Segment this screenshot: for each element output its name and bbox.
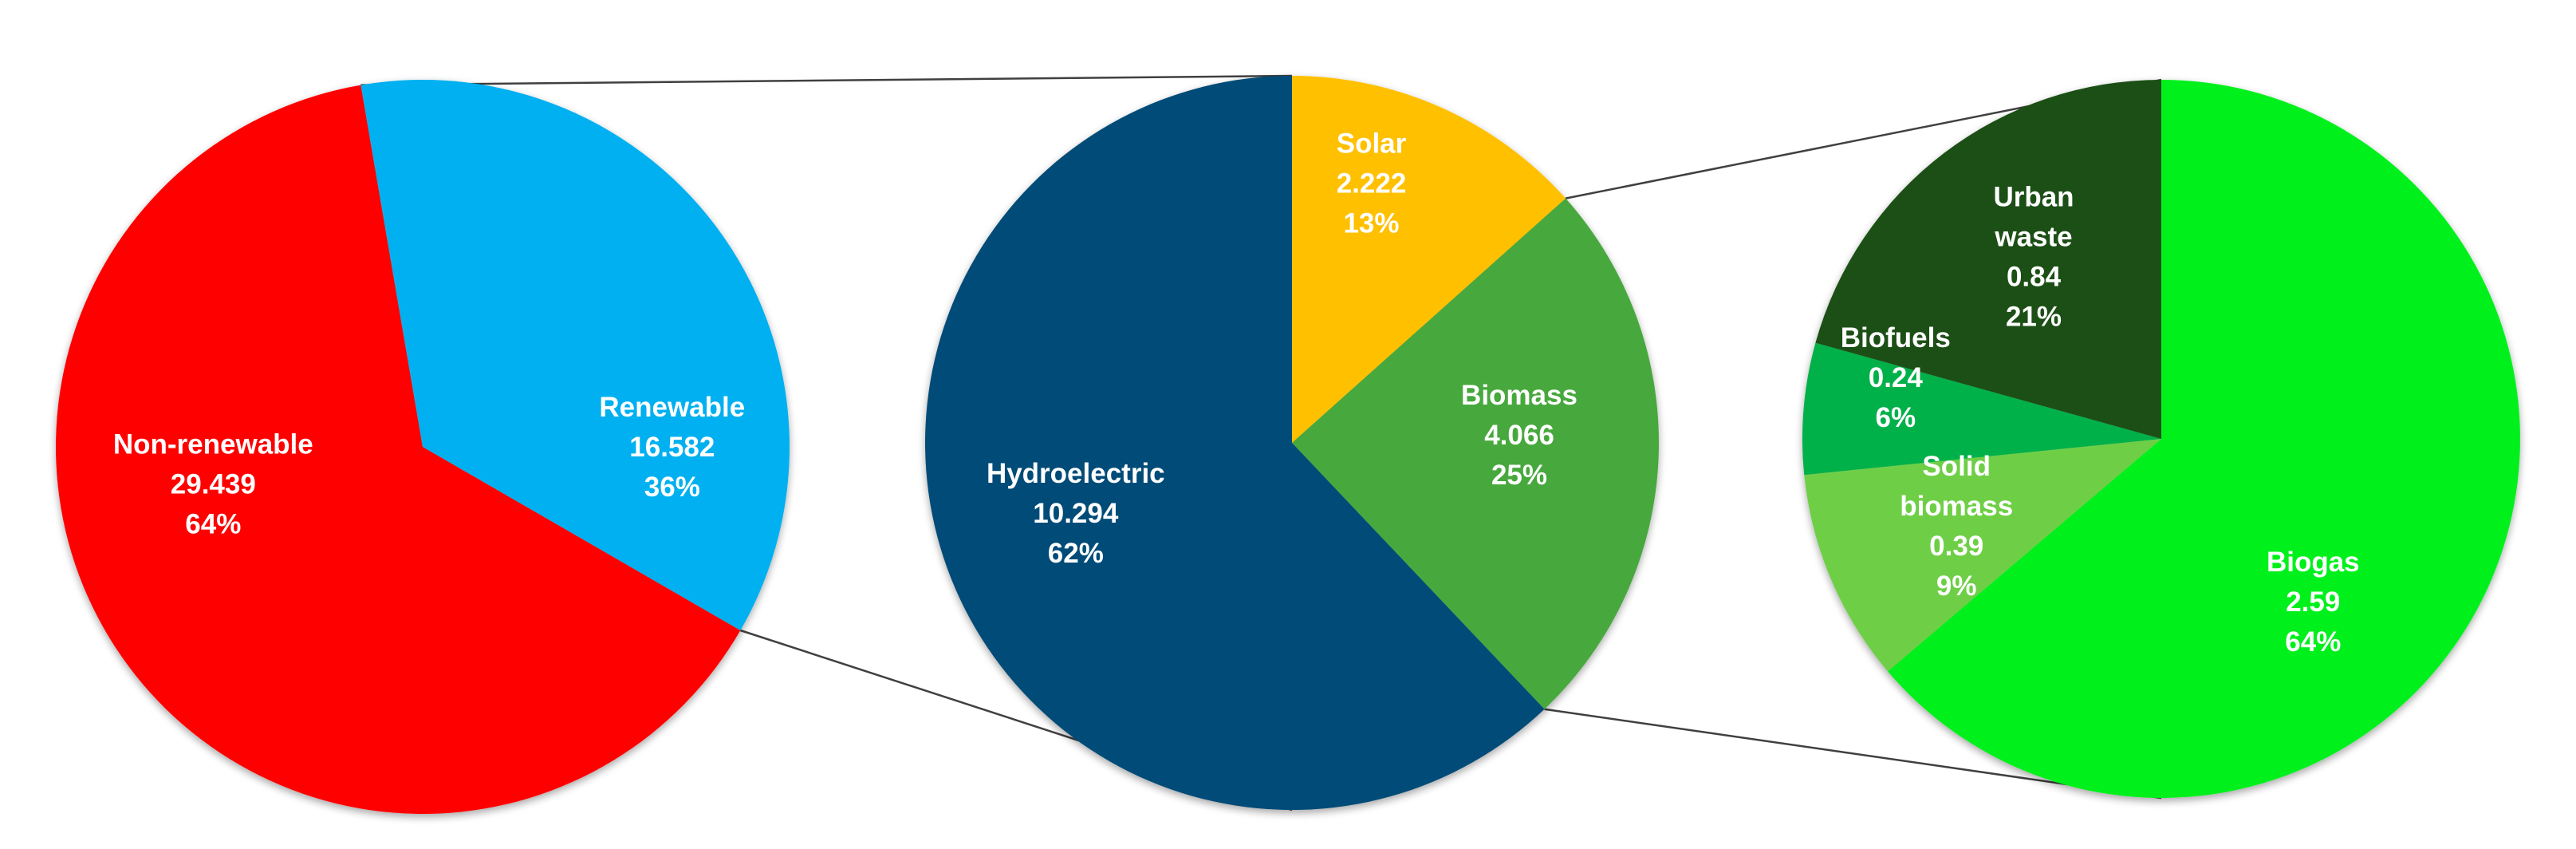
label-value: 29.439: [171, 468, 256, 500]
slice-label-biomass: Biomass 4.066 25%: [1461, 380, 1578, 491]
slice-label-biofuels: Biofuels 0.24 6%: [1841, 322, 1951, 433]
slice-label-hydroelectric: Hydroelectric 10.294 62%: [987, 458, 1165, 569]
label-value: 4.066: [1484, 420, 1554, 451]
slice-labels: Non-renewable 29.439 64% Renewable 16.582 36%…: [113, 128, 2360, 658]
connector-line-bottom-2: [1544, 708, 2162, 800]
label-percent: 25%: [1491, 460, 1547, 491]
slice-label-biogas: Biogas 2.59 64%: [2267, 547, 2360, 657]
label-value: 0.39: [1929, 531, 1983, 562]
label-value: 2.59: [2286, 586, 2340, 618]
label-percent: 36%: [644, 472, 700, 503]
label-name: Hydroelectric: [987, 458, 1165, 489]
label-name: Solid: [1922, 451, 1991, 482]
label-percent: 62%: [1048, 538, 1104, 569]
slice-label-solid-biomass: Solid biomass 0.39 9%: [1900, 451, 2013, 602]
label-name: Biomass: [1461, 380, 1578, 411]
pie-slice-renewable: [360, 79, 790, 630]
label-name: biomass: [1900, 491, 2013, 522]
slice-label-solar: Solar 2.222 13%: [1337, 128, 1407, 239]
label-name: Renewable: [599, 392, 745, 423]
pie-renewable-breakdown: [924, 76, 1659, 810]
slice-label-renewable: Renewable 16.582 36%: [599, 392, 745, 503]
slice-label-urban-waste: Urban waste 0.84 21%: [1993, 182, 2074, 333]
label-percent: 64%: [185, 508, 241, 539]
label-name: Biogas: [2267, 547, 2360, 578]
label-percent: 21%: [2006, 302, 2062, 333]
label-name: Urban: [1993, 182, 2074, 213]
label-name: Biofuels: [1841, 322, 1951, 353]
pie-slice-non-renewable: [55, 85, 741, 815]
pie-slice-biogas: [1888, 80, 2520, 798]
pie-slice-urban-waste: [1815, 80, 2161, 439]
slice-label-non-renewable: Non-renewable 29.439 64%: [113, 428, 313, 539]
pie-total-energy: [55, 79, 790, 815]
label-percent: 64%: [2285, 626, 2341, 657]
pie-biomass-breakdown: [1802, 80, 2520, 798]
label-name: Non-renewable: [113, 428, 313, 460]
label-percent: 13%: [1343, 208, 1399, 239]
pie-slice-solid-biomass: [1804, 439, 2161, 672]
label-percent: 6%: [1876, 402, 1916, 433]
connector-line-top-1: [360, 74, 1293, 86]
label-name: waste: [1994, 222, 2072, 253]
pie-slice-biomass: [1292, 198, 1659, 709]
label-value: 0.84: [2007, 262, 2062, 293]
pie-slice-hydroelectric: [924, 76, 1545, 810]
pie-slice-solar: [1292, 76, 1566, 443]
label-percent: 9%: [1936, 571, 1977, 602]
label-value: 0.24: [1869, 362, 1924, 393]
label-value: 10.294: [1033, 498, 1119, 529]
label-value: 16.582: [629, 432, 715, 463]
label-name: Solar: [1337, 128, 1407, 160]
pie-slice-biofuels: [1802, 342, 2161, 476]
label-value: 2.222: [1337, 168, 1407, 199]
